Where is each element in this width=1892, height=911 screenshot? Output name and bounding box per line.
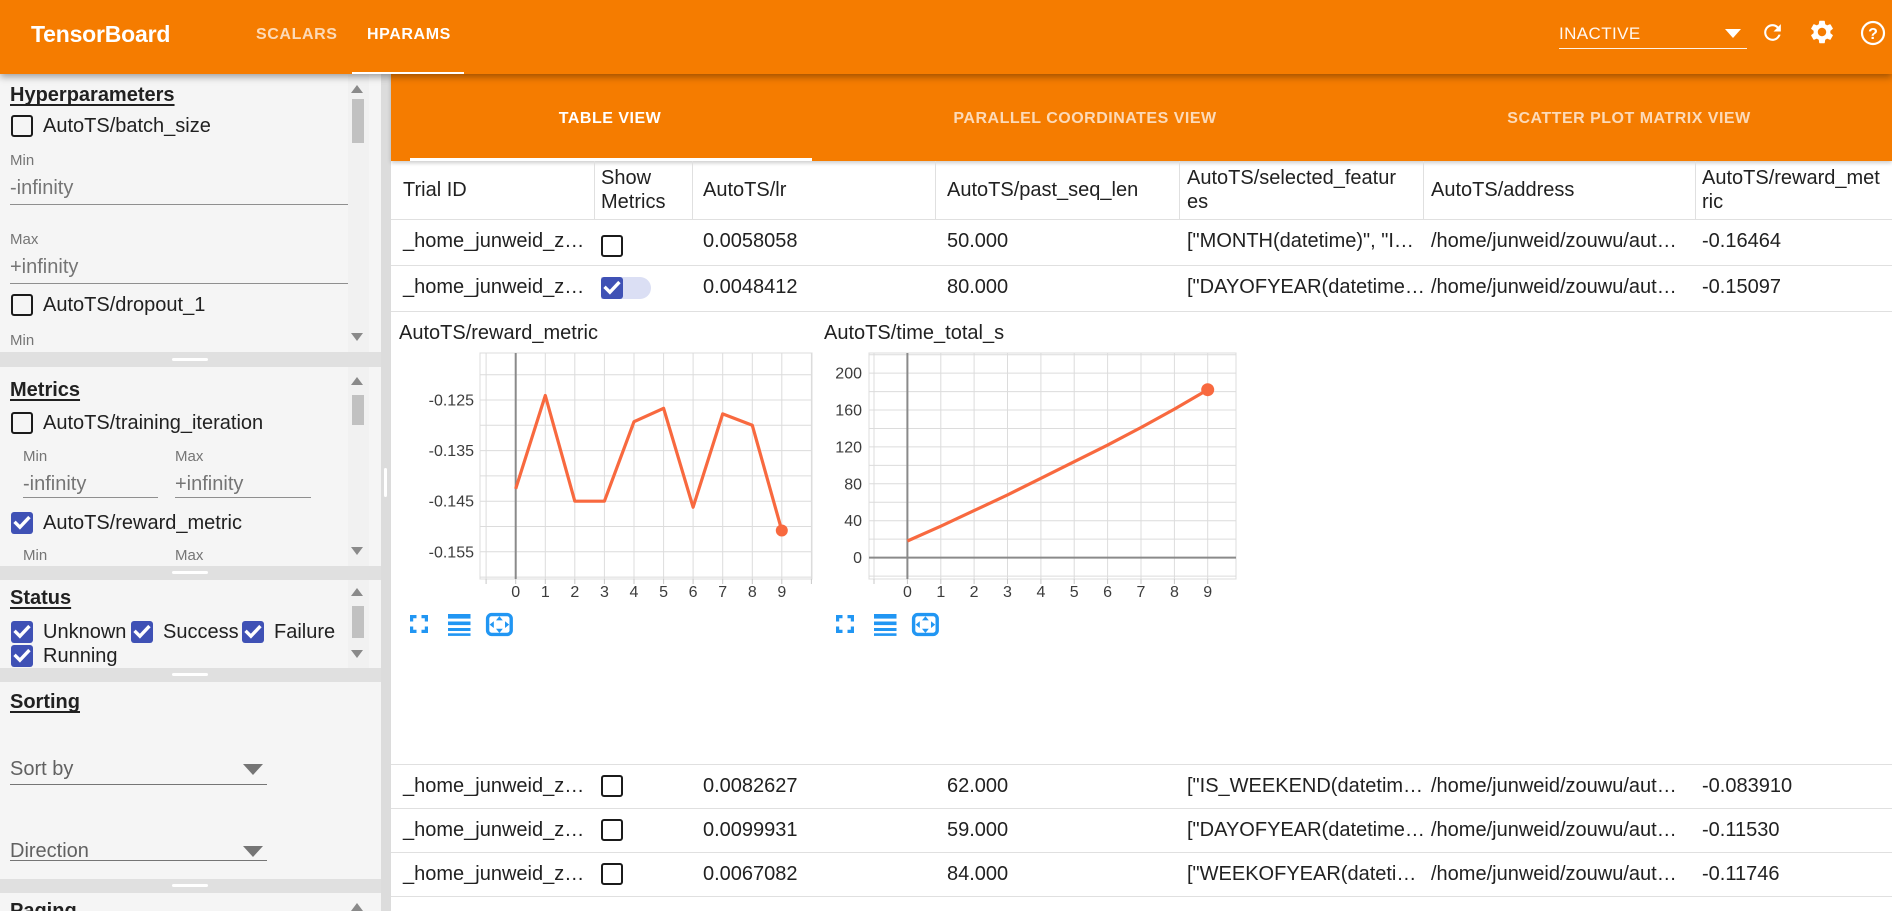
svg-text:0: 0 [511, 584, 520, 601]
svg-text:9: 9 [777, 584, 786, 601]
svg-text:3: 3 [600, 584, 609, 601]
svg-text:200: 200 [835, 366, 862, 383]
svg-text:1: 1 [936, 584, 945, 601]
svg-text:-0.125: -0.125 [429, 393, 474, 410]
svg-text:7: 7 [718, 584, 727, 601]
svg-text:-0.145: -0.145 [429, 494, 474, 511]
svg-text:?: ? [1868, 26, 1878, 43]
svg-text:8: 8 [1170, 584, 1179, 601]
svg-text:160: 160 [835, 403, 862, 420]
svg-text:1: 1 [541, 584, 550, 601]
svg-text:4: 4 [1036, 584, 1045, 601]
svg-text:5: 5 [659, 584, 668, 601]
svg-text:9: 9 [1203, 584, 1212, 601]
svg-text:2: 2 [970, 584, 979, 601]
svg-text:2: 2 [570, 584, 579, 601]
svg-text:120: 120 [835, 439, 862, 456]
svg-text:5: 5 [1070, 584, 1079, 601]
svg-text:-0.155: -0.155 [429, 544, 474, 561]
svg-text:6: 6 [1103, 584, 1112, 601]
svg-text:6: 6 [689, 584, 698, 601]
svg-text:0: 0 [903, 584, 912, 601]
svg-text:40: 40 [844, 513, 862, 530]
svg-text:7: 7 [1137, 584, 1146, 601]
svg-text:3: 3 [1003, 584, 1012, 601]
svg-text:4: 4 [630, 584, 639, 601]
svg-text:0: 0 [853, 550, 862, 567]
svg-text:80: 80 [844, 476, 862, 493]
svg-text:-0.135: -0.135 [429, 443, 474, 460]
svg-text:8: 8 [748, 584, 757, 601]
